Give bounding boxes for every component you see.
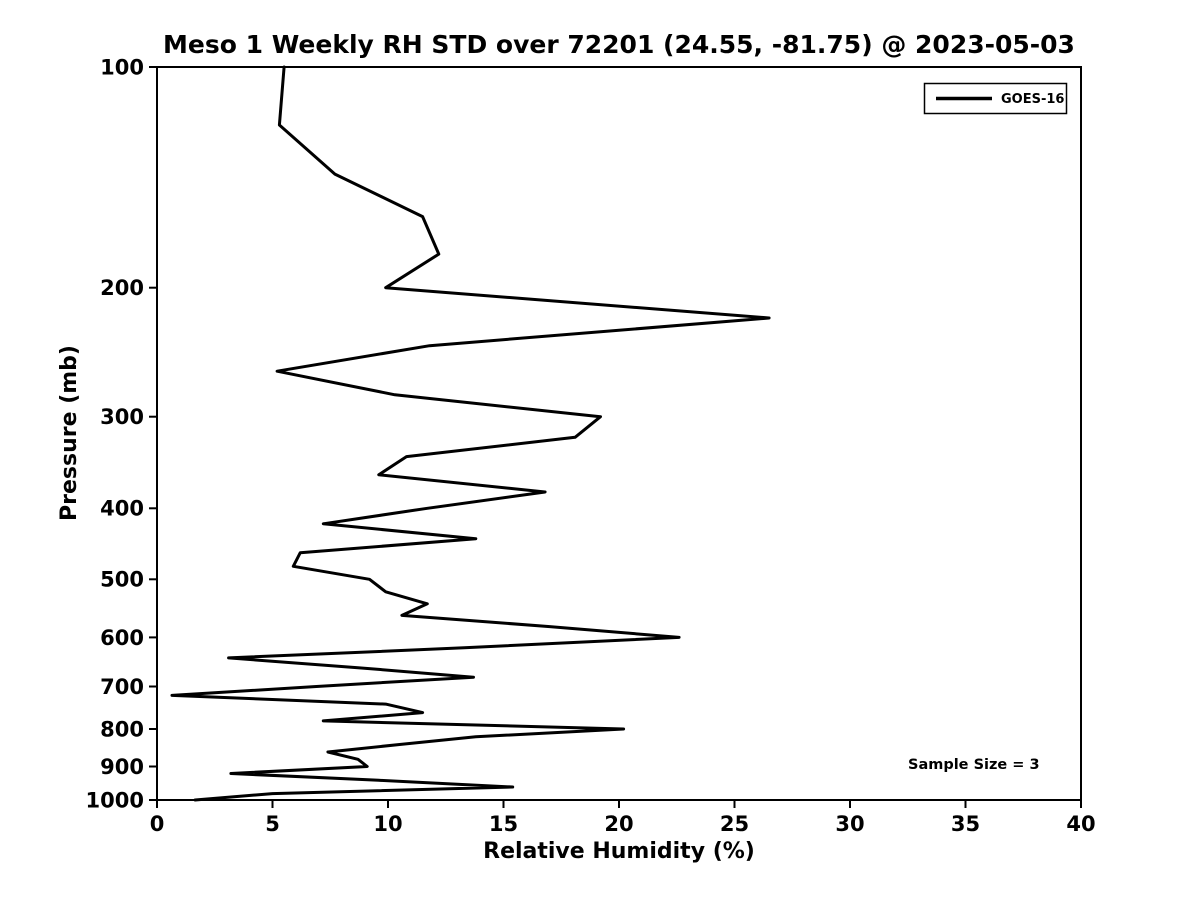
y-tick-label: 300: [100, 405, 144, 429]
x-tick-label: 15: [489, 812, 518, 836]
y-tick-label: 1000: [86, 788, 144, 812]
y-axis-ticks: 100 200 300 400 500 600 700 800 900 1000: [86, 55, 157, 812]
x-tick-label: 20: [604, 812, 633, 836]
plot-frame: [156, 66, 1082, 801]
y-tick-label: 600: [100, 626, 144, 650]
x-tick-label: 35: [951, 812, 980, 836]
x-tick-label: 0: [150, 812, 165, 836]
legend: GOES-16: [923, 82, 1068, 115]
y-tick-label: 900: [100, 755, 144, 779]
x-axis-label: Relative Humidity (%): [483, 839, 755, 864]
y-tick-label: 400: [100, 497, 144, 521]
y-tick-label: 200: [100, 276, 144, 300]
chart-title: Meso 1 Weekly RH STD over 72201 (24.55, …: [163, 30, 1075, 59]
legend-label: GOES-16: [1001, 92, 1064, 107]
y-tick-label: 500: [100, 568, 144, 592]
y-axis-label: Pressure (mb): [57, 345, 82, 521]
y-tick-label: 800: [100, 717, 144, 741]
x-tick-label: 30: [835, 812, 864, 836]
y-tick-label: 700: [100, 675, 144, 699]
x-axis-ticks: 0 5 10 15 20 25 30 35 40: [150, 800, 1096, 836]
x-tick-label: 5: [265, 812, 280, 836]
x-tick-label: 40: [1066, 812, 1095, 836]
x-tick-label: 25: [720, 812, 749, 836]
sample-size-annotation: Sample Size = 3: [908, 757, 1040, 773]
y-tick-label: 100: [100, 55, 144, 79]
goes16-series-line: [170, 65, 771, 802]
x-tick-label: 10: [373, 812, 402, 836]
